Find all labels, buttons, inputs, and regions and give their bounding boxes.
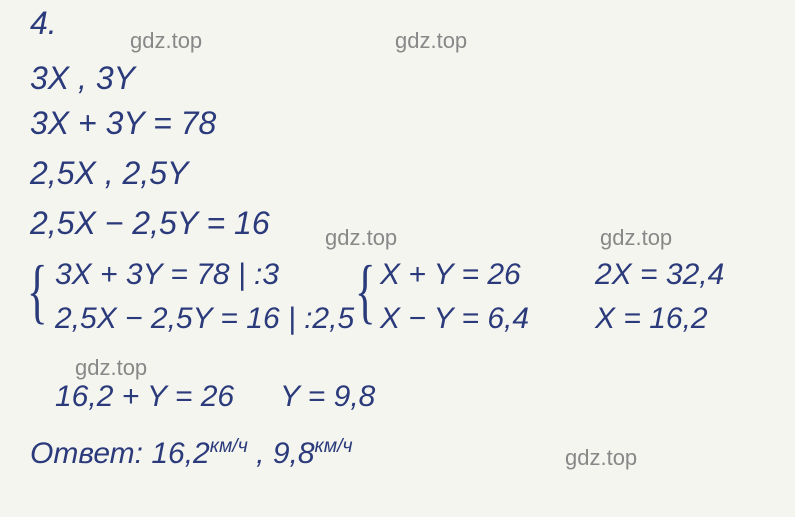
solve-step-b: X = 16,2 <box>595 302 708 336</box>
substitution-result: Y = 9,8 <box>280 380 375 414</box>
system-1-eq-a: 3X + 3Y = 78 | :3 <box>55 258 279 292</box>
watermark-1: gdz.top <box>130 28 202 54</box>
answer-separator: , 9,8 <box>248 437 315 470</box>
answer-line: Ответ: 16,2км/ч , 9,8км/ч <box>30 435 353 471</box>
system-1-eq-b: 2,5X − 2,5Y = 16 | :2,5 <box>55 302 354 336</box>
problem-number: 4. <box>30 5 57 42</box>
equation-2: 2,5X − 2,5Y = 16 <box>30 205 270 242</box>
answer-prefix: Ответ: 16,2 <box>30 437 210 470</box>
answer-unit-1: км/ч <box>210 435 248 457</box>
equation-1: 3X + 3Y = 78 <box>30 105 216 142</box>
variables-line-2: 2,5X , 2,5Y <box>30 155 188 192</box>
watermark-2: gdz.top <box>395 28 467 54</box>
brace-2: { <box>355 250 376 333</box>
watermark-6: gdz.top <box>565 445 637 471</box>
watermark-4: gdz.top <box>600 225 672 251</box>
brace-1: { <box>27 250 48 333</box>
answer-unit-2: км/ч <box>315 435 353 457</box>
variables-line-1: 3X , 3Y <box>30 60 135 97</box>
watermark-3: gdz.top <box>325 225 397 251</box>
substitution: 16,2 + Y = 26 <box>55 380 234 414</box>
system-2-eq-b: X − Y = 6,4 <box>380 302 529 336</box>
watermark-5: gdz.top <box>75 355 147 381</box>
solve-step-a: 2X = 32,4 <box>595 258 724 292</box>
system-2-eq-a: X + Y = 26 <box>380 258 521 292</box>
